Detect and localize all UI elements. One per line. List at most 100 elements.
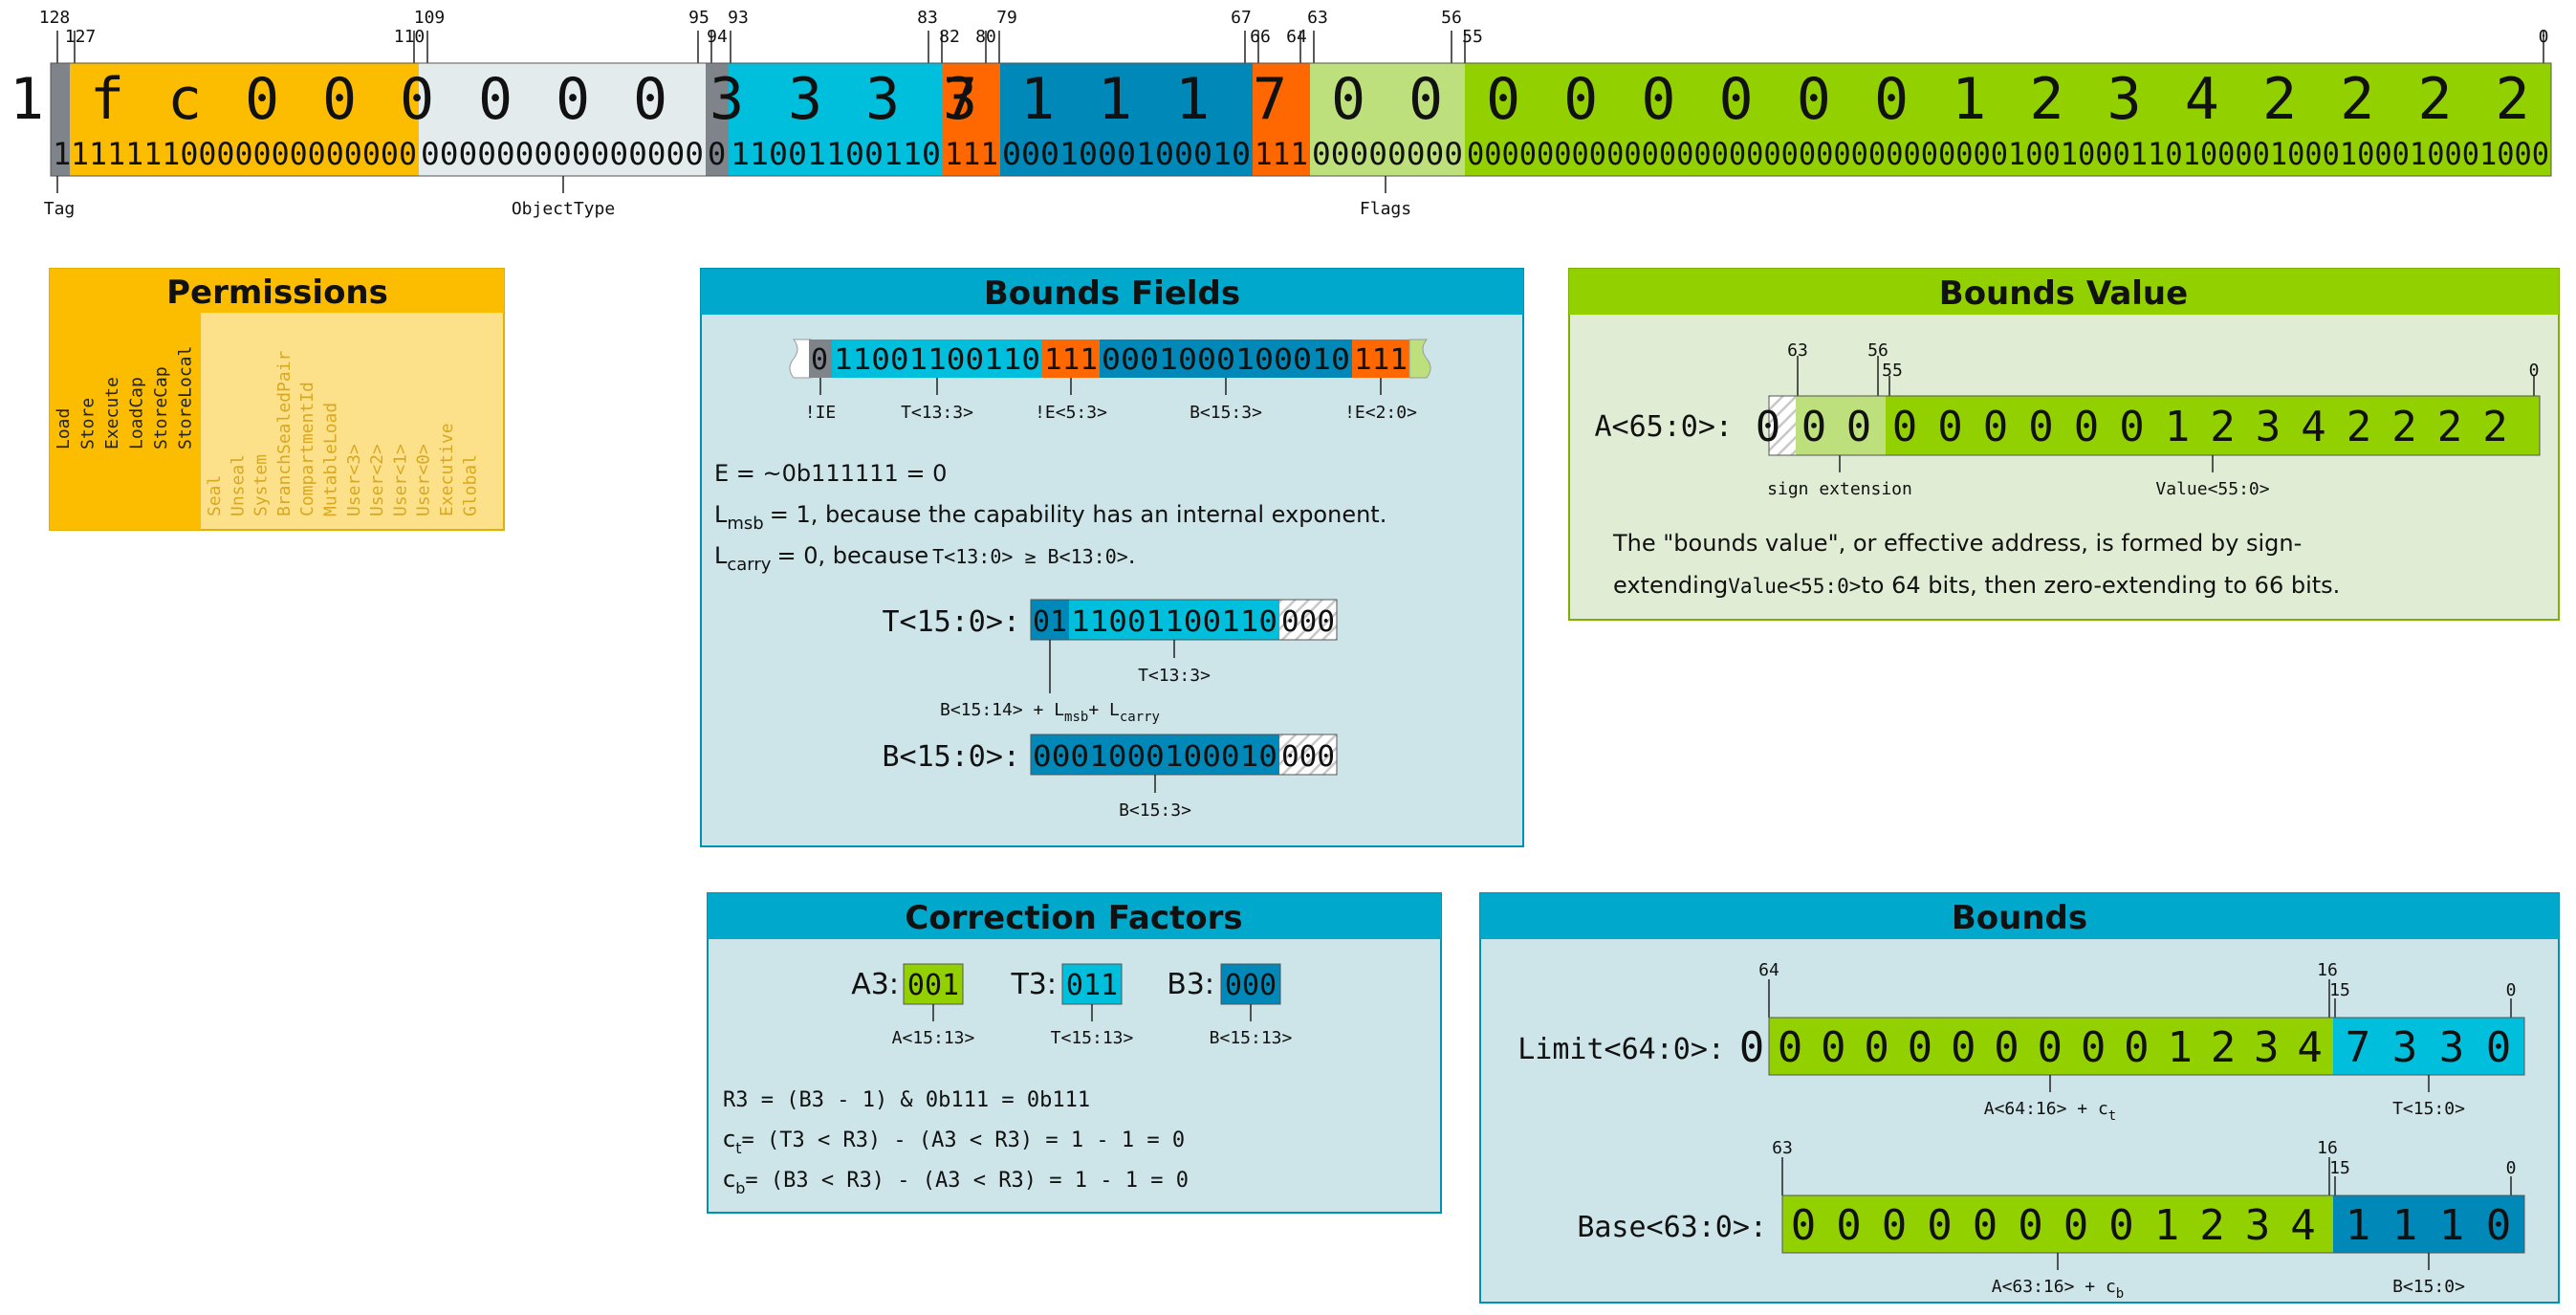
address-hex-13: 2	[2496, 66, 2530, 133]
base-tick-63: 63	[1772, 1138, 1793, 1158]
permissions-inactive-list: Seal Unseal System BranchSealedPair Compartm…	[205, 350, 480, 516]
r3-line: R3 = (B3 - 1) & 0b111 = 0b111	[723, 1088, 1090, 1112]
bit-tick-66: 66	[1250, 27, 1271, 47]
address-hex-3: 0	[1719, 66, 1754, 133]
address-hex-11: 2	[2340, 66, 2374, 133]
flags-hex-0: 0	[1331, 66, 1365, 133]
bit-tick-128: 128	[39, 8, 71, 28]
object-type-label: ObjectType	[512, 199, 615, 219]
limit-hi-digit-5: 0	[1994, 1023, 2019, 1072]
perm-hex-1: c	[167, 66, 202, 133]
t-hex-1: 3	[865, 66, 900, 133]
bf-strip-t: 11001100110	[834, 343, 1040, 377]
bv-digit-12: 2	[2437, 403, 2463, 451]
limit-hi-digit-11: 3	[2254, 1023, 2280, 1072]
base-hi-digit-4: 0	[1973, 1201, 1998, 1250]
perm-active-2: Execute	[102, 377, 122, 449]
otype-hex-3: 0	[633, 66, 667, 133]
base-segment	[1000, 63, 1253, 130]
capability-bar: 128 127 110 109 95 94 93 83 82 80 79 67 …	[10, 8, 2552, 219]
b3-caption: B<15:13>	[1210, 1028, 1293, 1048]
bv-sign-0: 0	[1801, 403, 1827, 451]
bv-digit-10: 2	[2347, 403, 2372, 451]
b-hex-2: 1	[1175, 66, 1210, 133]
base-label: Base<63:0>:	[1577, 1211, 1767, 1244]
bit-tick-95: 95	[688, 8, 709, 28]
top-segment	[729, 63, 943, 130]
base-hi-digit-0: 0	[1791, 1201, 1817, 1250]
bv-digit-2: 0	[1983, 403, 2009, 451]
cb-line: cb= (B3 < R3) - (A3 < R3) = 1 - 1 = 0	[723, 1166, 1189, 1197]
bit-tick-67: 67	[1231, 8, 1252, 28]
bf-b-label: B<15:0>:	[883, 740, 1021, 774]
bf-t-formula: B<15:14> + Lmsb+ Lcarry	[940, 700, 1160, 725]
address-hex-2: 0	[1641, 66, 1675, 133]
base-caption-low: B<15:0>	[2392, 1277, 2465, 1297]
b-hex-1: 1	[1098, 66, 1132, 133]
perm-active-1: Store	[78, 398, 98, 449]
bf-label-t: T<13:3>	[901, 403, 973, 423]
e-hi-bin: 111	[945, 136, 998, 172]
perm-inactive-8: User<1>	[390, 444, 410, 516]
limit-caption-high: A<64:16> + ct	[1984, 1099, 2116, 1124]
limit-hi-digit-3: 0	[1908, 1023, 1933, 1072]
bf-b-part-lo: 000	[1281, 740, 1335, 774]
permissions-panel: Permissions Load Store Execute LoadCap Store…	[49, 268, 505, 531]
ct-line: ct= (T3 < R3) - (A3 < R3) = 1 - 1 = 0	[723, 1126, 1185, 1157]
bit-tick-55: 55	[1462, 27, 1483, 47]
limit-lo-digit-2: 3	[2439, 1023, 2465, 1072]
address-hex-12: 2	[2417, 66, 2452, 133]
ie-bin: 0	[708, 136, 726, 172]
base-lo-digit-2: 1	[2439, 1201, 2465, 1250]
perm-inactive-0: Seal	[205, 475, 225, 516]
bv-value-caption: Value<55:0>	[2155, 479, 2269, 499]
base-hi-digit-3: 0	[1927, 1201, 1953, 1250]
limit-hi-digit-4: 0	[1951, 1023, 1976, 1072]
base-hi-digit-8: 1	[2154, 1201, 2180, 1250]
e-hi-hex: 7	[943, 66, 977, 133]
bit-tick-127: 127	[65, 27, 97, 47]
a3-caption: A<15:13>	[892, 1028, 975, 1048]
flags-hex-1: 0	[1408, 66, 1443, 133]
a3-value: 001	[907, 969, 959, 1002]
bit-tick-56: 56	[1441, 8, 1462, 28]
addr-bin: 0000000000000000000000000000000100100011…	[1467, 136, 2549, 172]
tag-label: Tag	[44, 199, 76, 219]
perm-inactive-11: Global	[460, 454, 480, 516]
bit-tick-63: 63	[1307, 8, 1328, 28]
bf-t-part-mid: 11001100110	[1071, 605, 1277, 639]
limit-hi-digit-6: 0	[2038, 1023, 2063, 1072]
b-bin: 0001000100010	[1002, 136, 1251, 172]
limit-hi-digit-10: 2	[2211, 1023, 2237, 1072]
base-hi-digit-2: 0	[1882, 1201, 1908, 1250]
bounds-value-label: A<65:0>:	[1595, 410, 1734, 444]
bv-digit-7: 2	[2210, 403, 2236, 451]
bf-label-e-lo: !E<2:0>	[1344, 403, 1417, 423]
bv-digit-13: 2	[2482, 403, 2508, 451]
t-hex-2: 3	[943, 66, 977, 133]
perm-hex-2: 0	[245, 66, 279, 133]
address-segment	[1465, 63, 2551, 130]
bv-sign-caption: sign extension	[1767, 479, 1912, 499]
ie-hex: 3	[709, 66, 744, 133]
bv-digit-1: 0	[1937, 403, 1963, 451]
t3-caption: T<15:13>	[1051, 1028, 1134, 1048]
bf-strip-b: 0001000100010	[1102, 343, 1350, 377]
perm-inactive-5: MutableLoad	[321, 403, 341, 516]
bit-tick-82: 82	[939, 27, 960, 47]
bf-t-part-lo: 000	[1281, 605, 1335, 639]
bv-digit-5: 0	[2119, 403, 2145, 451]
bv-sign-1: 0	[1846, 403, 1872, 451]
bf-strip-e-lo: 111	[1354, 343, 1408, 377]
bv-digit-3: 0	[2028, 403, 2054, 451]
perm-active-0: Load	[54, 408, 74, 449]
base-caption-high: A<63:16> + cb	[1992, 1277, 2124, 1302]
perm-inactive-6: User<3>	[344, 444, 364, 516]
tag-segment	[51, 63, 70, 130]
bit-tick-79: 79	[996, 8, 1017, 28]
perm-inactive-9: User<0>	[414, 444, 434, 516]
address-hex-8: 3	[2107, 66, 2142, 133]
flags-bin: 00000000	[1312, 136, 1463, 172]
